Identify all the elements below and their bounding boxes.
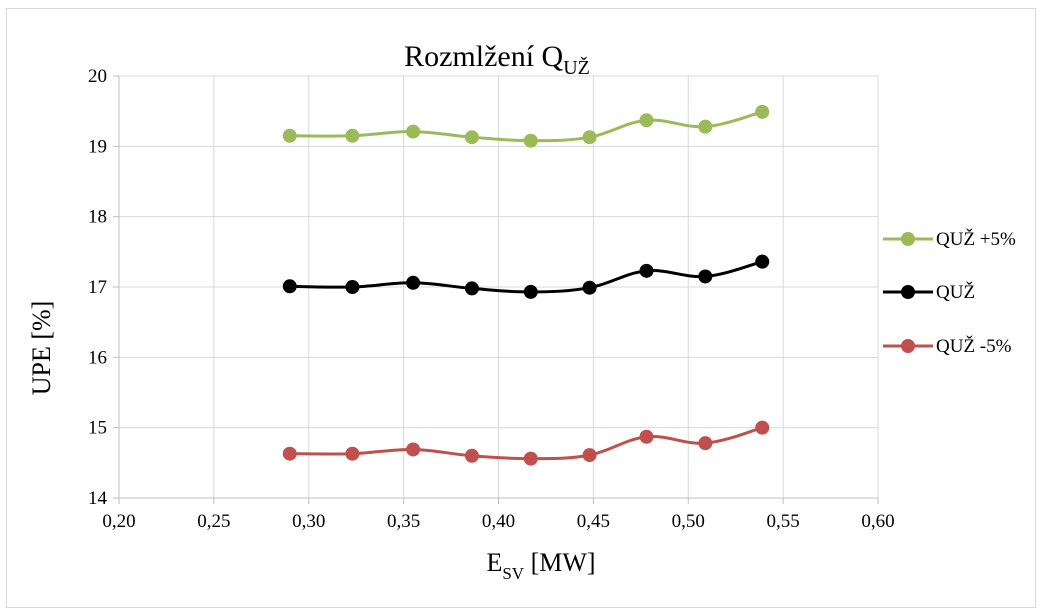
y-tick-label: 18 [88, 207, 107, 228]
data-point [464, 448, 479, 463]
legend-label: QUŽ -5% [936, 335, 1012, 357]
legend-item: QUŽ [883, 281, 975, 303]
data-point [582, 280, 597, 295]
data-point [755, 104, 770, 119]
data-point [406, 124, 421, 139]
data-point [406, 442, 421, 457]
data-point [523, 284, 538, 299]
y-axis-title: UPE [%] [27, 301, 56, 396]
legend-item: QUŽ -5% [883, 335, 1012, 357]
legend-marker [901, 232, 915, 246]
data-point [464, 130, 479, 145]
x-tick-label: 0,40 [482, 511, 515, 532]
data-point [582, 448, 597, 463]
x-tick-label: 0,30 [292, 511, 325, 532]
data-point [639, 263, 654, 278]
data-point [282, 446, 297, 461]
data-point [639, 113, 654, 128]
line-chart: 14 15 16 17 18 19 20 0,20 0,25 0,30 0,35 0,40 0,45 0,… [27, 40, 1016, 583]
data-point [755, 420, 770, 435]
legend-item: QUŽ +5% [883, 228, 1016, 250]
chart-title: Rozmlžení QUŽ [404, 40, 590, 79]
data-point [345, 128, 360, 143]
chart-container: 14 15 16 17 18 19 20 0,20 0,25 0,30 0,35 0,40 0,45 0,… [6, 8, 1036, 608]
y-tick-label: 19 [88, 136, 107, 157]
series-2 [282, 420, 770, 466]
legend: QUŽ +5% QUŽ QUŽ -5% [883, 228, 1016, 357]
data-point [698, 269, 713, 284]
data-point [464, 281, 479, 296]
data-point [698, 436, 713, 451]
data-point [406, 275, 421, 290]
data-point [523, 451, 538, 466]
x-tick-label: 0,35 [387, 511, 420, 532]
data-point [698, 119, 713, 134]
data-point [282, 279, 297, 294]
legend-marker [901, 339, 915, 353]
data-point [639, 429, 654, 444]
y-tick-label: 16 [88, 347, 107, 368]
data-point [282, 128, 297, 143]
x-tick-label: 0,45 [577, 511, 610, 532]
x-axis-title: ESV [MW] [486, 548, 595, 583]
legend-label: QUŽ [936, 281, 975, 303]
x-tick-label: 0,25 [197, 511, 230, 532]
y-tick-label: 14 [88, 488, 108, 509]
legend-marker [901, 285, 915, 299]
series-1 [282, 254, 770, 299]
axes [113, 75, 879, 504]
series-0 [282, 104, 770, 148]
data-point [523, 133, 538, 148]
y-tick-label: 15 [88, 418, 107, 439]
tick-labels: 14 15 16 17 18 19 20 0,20 0,25 0,30 0,35 0,40 0,45 0,… [88, 66, 895, 532]
data-point [755, 254, 770, 269]
x-tick-label: 0,20 [102, 511, 135, 532]
y-tick-label: 17 [88, 277, 107, 298]
data-point [582, 130, 597, 145]
x-tick-label: 0,60 [861, 511, 894, 532]
series-layer [282, 104, 770, 466]
y-tick-label: 20 [88, 66, 107, 87]
legend-label: QUŽ +5% [936, 228, 1016, 250]
x-tick-label: 0,55 [767, 511, 800, 532]
data-point [345, 446, 360, 461]
x-tick-label: 0,50 [672, 511, 705, 532]
data-point [345, 280, 360, 294]
